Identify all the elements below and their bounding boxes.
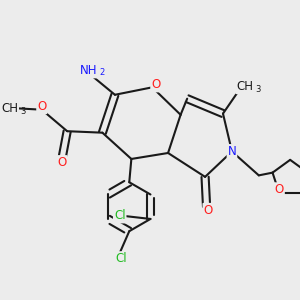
Text: Cl: Cl [114, 209, 125, 223]
Text: O: O [37, 100, 46, 113]
Text: 3: 3 [21, 107, 26, 116]
Text: O: O [203, 204, 213, 217]
Text: O: O [151, 78, 160, 92]
Text: CH: CH [1, 102, 18, 115]
Text: O: O [274, 183, 284, 196]
Text: N: N [228, 145, 236, 158]
Text: O: O [57, 156, 66, 169]
Text: 3: 3 [255, 85, 261, 94]
Text: Cl: Cl [116, 252, 127, 265]
Text: NH: NH [80, 64, 98, 77]
Text: 2: 2 [100, 68, 105, 77]
Text: CH: CH [236, 80, 253, 93]
